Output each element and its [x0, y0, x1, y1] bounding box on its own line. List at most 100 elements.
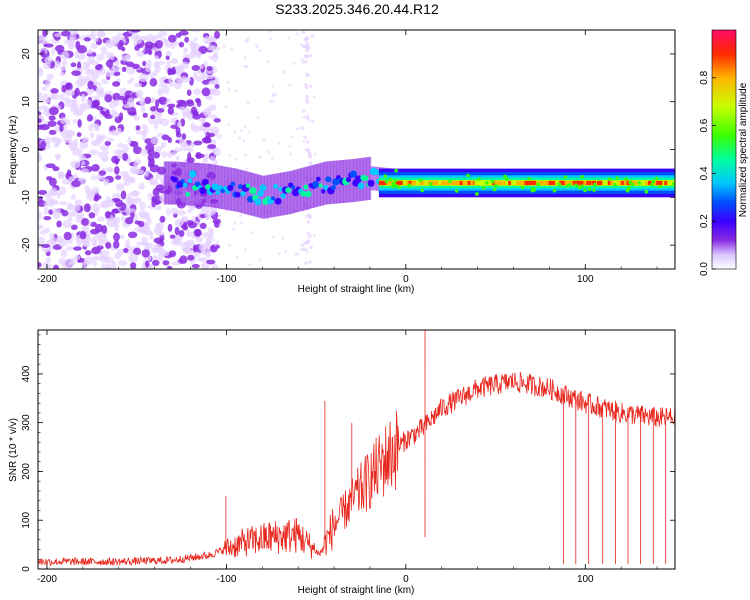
trace-blob: [650, 182, 654, 187]
noise-speckle: [61, 209, 69, 217]
noise-speckle: [44, 78, 51, 88]
peak-core: [623, 180, 628, 186]
spectrogram-xlabel: Height of straight line (km): [298, 284, 415, 295]
noise-speckle: [183, 47, 188, 54]
noise-speckle: [105, 59, 114, 68]
noise-speckle: [185, 100, 195, 107]
noise-speckle: [122, 143, 129, 153]
noise-speckle: [52, 207, 61, 214]
peak-core: [516, 180, 522, 186]
noise-speckle: [312, 234, 316, 238]
trace-blob: [420, 188, 425, 193]
trace-blob: [304, 190, 312, 198]
noise-speckle: [213, 147, 221, 157]
peak-core: [448, 180, 455, 186]
noise-speckle: [305, 94, 309, 99]
noise-speckle: [44, 56, 53, 64]
trace-halo: [163, 161, 167, 205]
noise-speckle: [132, 247, 142, 256]
noise-speckle: [308, 161, 313, 165]
noise-speckle: [205, 239, 211, 248]
noise-speckle: [193, 36, 198, 42]
trace-blob: [577, 186, 582, 190]
noise-speckle: [296, 127, 300, 131]
noise-speckle: [42, 40, 49, 45]
noise-speckle: [306, 148, 311, 153]
noise-speckle: [66, 89, 76, 97]
noise-speckle: [104, 94, 113, 103]
noise-speckle: [144, 172, 149, 177]
noise-speckle: [38, 153, 41, 162]
noise-speckle: [186, 220, 195, 226]
trace-blob: [330, 185, 336, 191]
noise-speckle: [88, 149, 99, 156]
noise-speckle: [243, 56, 247, 60]
noise-speckle: [272, 99, 276, 103]
noise-speckle: [166, 103, 176, 108]
noise-speckle: [232, 227, 236, 231]
trace-blob: [187, 178, 193, 184]
x-tick-label: 100: [577, 274, 594, 285]
noise-speckle: [90, 30, 97, 39]
trace-blob: [394, 168, 398, 173]
trace-halo: [246, 171, 250, 215]
trace-blob: [671, 182, 675, 186]
noise-speckle: [92, 186, 100, 195]
noise-speckle: [125, 217, 134, 225]
noise-speckle: [142, 112, 148, 118]
noise-speckle: [122, 181, 131, 187]
noise-speckle: [135, 89, 144, 98]
noise-speckle: [46, 73, 54, 81]
noise-speckle: [57, 258, 68, 265]
trace-blob: [259, 184, 267, 192]
noise-speckle: [174, 226, 180, 236]
noise-speckle: [121, 54, 130, 62]
trace-halo: [251, 172, 254, 216]
noise-speckle: [131, 141, 139, 148]
noise-speckle: [304, 36, 309, 41]
noise-speckle: [144, 242, 154, 249]
peak-core: [607, 180, 613, 186]
noise-speckle: [149, 78, 158, 87]
y-tick-label: 300: [21, 414, 32, 431]
trace-blob: [300, 190, 307, 197]
noise-speckle: [101, 262, 107, 269]
colorbar-tick-label: 0.4: [699, 166, 710, 180]
peak-core: [526, 180, 531, 186]
noise-speckle: [218, 214, 222, 218]
noise-speckle: [180, 76, 187, 81]
noise-speckle: [133, 161, 138, 168]
trace-blob: [354, 175, 363, 183]
trace-blob: [613, 182, 617, 187]
noise-speckle: [93, 37, 99, 42]
peak-core: [435, 180, 439, 186]
trace-blob: [273, 183, 279, 189]
noise-speckle: [156, 108, 165, 113]
trace-halo: [252, 173, 256, 217]
noise-speckle: [271, 84, 275, 88]
noise-speckle: [209, 155, 216, 161]
peak-core: [491, 180, 497, 186]
noise-speckle: [244, 248, 248, 252]
trace-halo: [170, 161, 174, 205]
noise-speckle: [206, 107, 211, 114]
peak-core: [653, 180, 659, 186]
noise-speckle: [300, 243, 305, 247]
noise-speckle: [90, 175, 98, 180]
colorbar-label: Normalized spectral amplitude: [738, 82, 749, 217]
peak-core: [583, 180, 587, 186]
noise-speckle: [68, 260, 76, 267]
peak-core: [456, 180, 460, 186]
noise-speckle: [113, 232, 120, 242]
trace-blob: [654, 176, 659, 181]
noise-speckle: [172, 58, 178, 65]
noise-speckle: [135, 125, 141, 131]
noise-speckle: [303, 247, 308, 252]
noise-speckle: [54, 44, 65, 52]
noise-speckle: [38, 189, 48, 196]
peak-core: [508, 180, 512, 186]
noise-speckle: [202, 139, 212, 144]
noise-speckle: [238, 136, 242, 140]
trace-blob: [563, 175, 568, 179]
noise-speckle: [79, 154, 86, 161]
